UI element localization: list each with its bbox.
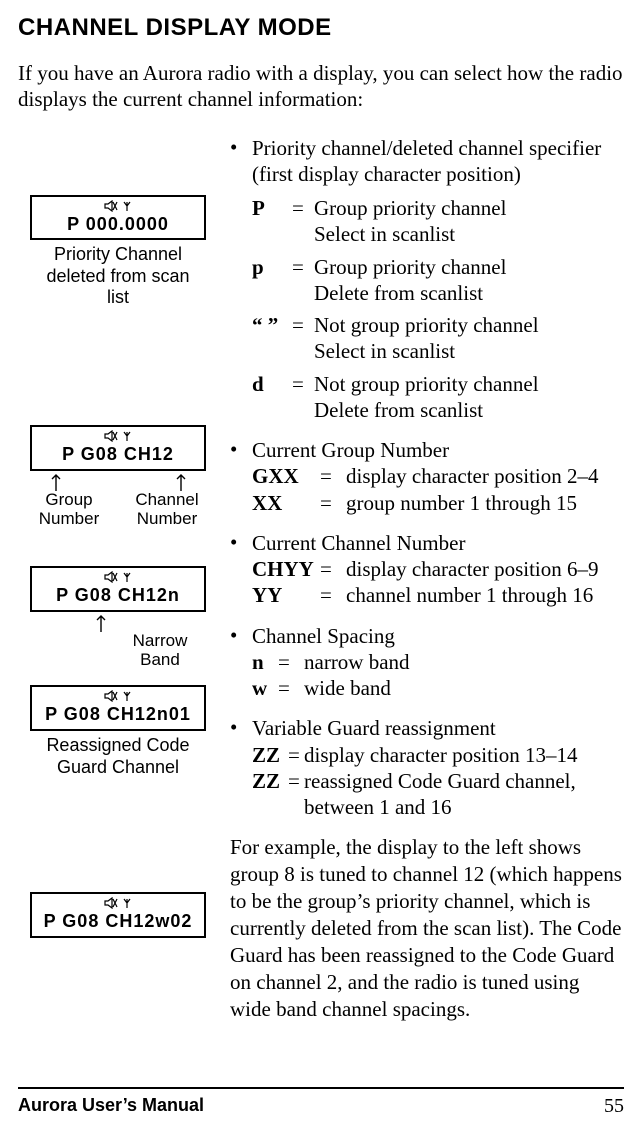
bullet-3-head: Current Channel Number — [252, 531, 465, 555]
lcd-3-text: P G08 CH12n — [32, 586, 204, 606]
speaker-muted-icon — [104, 897, 118, 909]
def-key: d — [252, 371, 292, 424]
arrow-up-icon — [51, 473, 61, 491]
lcd-display-3: P G08 CH12n — [30, 566, 206, 612]
arrow-up-icon — [176, 473, 186, 491]
lcd-2-text: P G08 CH12 — [32, 445, 204, 465]
narrow-band-label: NarrowBand — [120, 632, 200, 669]
page-title: CHANNEL DISPLAY MODE — [18, 14, 624, 42]
speaker-muted-icon — [104, 430, 118, 442]
antenna-icon — [122, 571, 132, 583]
page-footer: Aurora User’s Manual 55 — [18, 1087, 624, 1118]
def-key: “ ” — [252, 312, 292, 365]
lcd-1-caption: Priority Channel deleted from scan list — [18, 244, 218, 309]
antenna-icon — [122, 200, 132, 212]
intro-text: If you have an Aurora radio with a displ… — [18, 60, 624, 113]
speaker-muted-icon — [104, 571, 118, 583]
right-column: • Priority channel/deleted channel speci… — [230, 135, 624, 1023]
bullet-mark: • — [230, 135, 252, 188]
lcd-display-4: P G08 CH12n01 — [30, 685, 206, 731]
def-key: p — [252, 254, 292, 307]
def-val: Group priority channelSelect in scanlist — [314, 195, 624, 248]
bullet-2-head: Current Group Number — [252, 438, 449, 462]
def-key: P — [252, 195, 292, 248]
antenna-icon — [122, 690, 132, 702]
left-column: P 000.0000 Priority Channel deleted from… — [18, 135, 218, 1023]
speaker-muted-icon — [104, 690, 118, 702]
bullet-4-head: Channel Spacing — [252, 624, 395, 648]
antenna-icon — [122, 430, 132, 442]
def-val: Not group priority channelSelect in scan… — [314, 312, 624, 365]
bullet-5-head: Variable Guard reassignment — [252, 716, 496, 740]
speaker-muted-icon — [104, 200, 118, 212]
lcd-display-5: P G08 CH12w02 — [30, 892, 206, 938]
lcd-4-caption: Reassigned Code Guard Channel — [18, 735, 218, 778]
lcd-5-text: P G08 CH12w02 — [32, 912, 204, 932]
footer-left: Aurora User’s Manual — [18, 1095, 204, 1118]
arrow-up-icon — [96, 614, 106, 632]
channel-number-label: ChannelNumber — [127, 491, 207, 528]
lcd-display-2: P G08 CH12 — [30, 425, 206, 471]
page-number: 55 — [604, 1095, 624, 1118]
def-val: Group priority channelDelete from scanli… — [314, 254, 624, 307]
example-paragraph: For example, the display to the left sho… — [230, 834, 624, 1022]
antenna-icon — [122, 897, 132, 909]
bullet-1-text: Priority channel/deleted channel specifi… — [252, 135, 624, 188]
def-val: Not group priority channelDelete from sc… — [314, 371, 624, 424]
lcd-1-text: P 000.0000 — [32, 215, 204, 235]
group-number-label: GroupNumber — [29, 491, 109, 528]
lcd-4-text: P G08 CH12n01 — [32, 705, 204, 725]
lcd-display-1: P 000.0000 — [30, 195, 206, 241]
